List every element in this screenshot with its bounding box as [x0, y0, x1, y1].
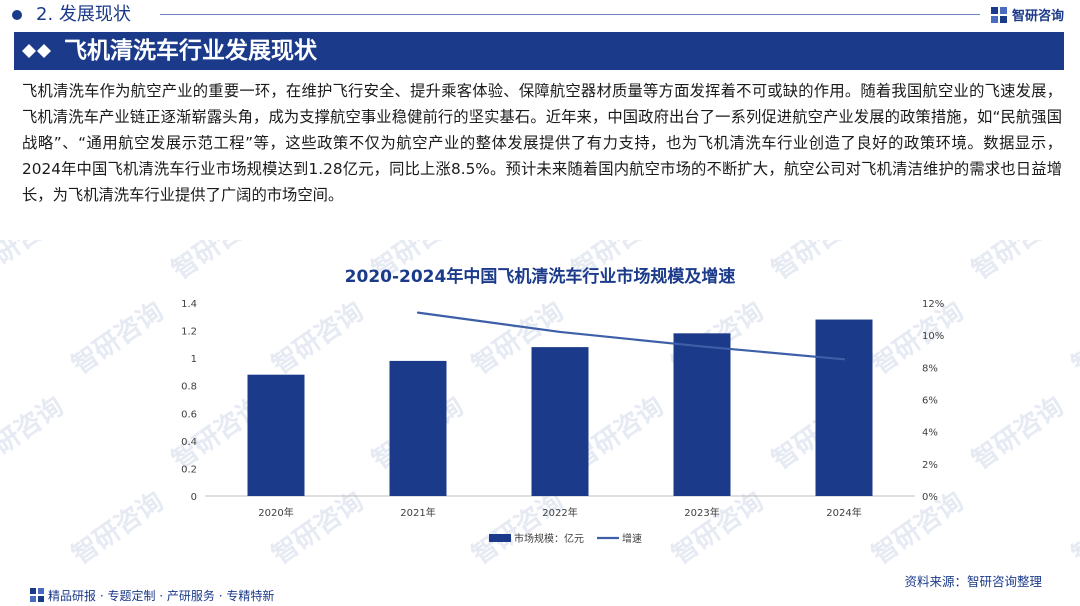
legend-label-bar: 市场规模：亿元: [514, 532, 584, 545]
growth-line-path: [416, 311, 846, 361]
growth-line: [416, 311, 846, 361]
top-bar: 2. 发展现状 智研咨询: [0, 0, 1080, 32]
y-left-tick-label: 0.4: [181, 437, 197, 448]
footer: 精品研报 · 专题定制 · 产研服务 · 专精特新: [0, 584, 1080, 606]
chart-title: 2020-2024年中国飞机清洗车行业市场规模及增速: [344, 267, 736, 287]
y-left-tick-label: 0: [191, 492, 197, 503]
bar: [673, 333, 731, 496]
legend: 市场规模：亿元 增速: [489, 532, 642, 545]
x-tick-label: 2020年: [258, 506, 293, 519]
bar: [531, 347, 589, 496]
legend-swatch-bar: [489, 534, 511, 542]
y-right-tick-label: 4%: [922, 428, 938, 439]
x-tick-label: 2023年: [684, 506, 719, 519]
y-left-tick-label: 0.2: [181, 464, 197, 475]
y-left-tick-label: 1: [191, 354, 197, 365]
source-note: 资料来源：智研咨询整理: [904, 574, 1042, 589]
bar: [815, 319, 873, 496]
top-divider: [160, 14, 980, 15]
y-left-tick-label: 1.2: [181, 327, 197, 338]
y-right-tick-label: 0%: [922, 492, 938, 503]
footer-tagline: 精品研报 · 专题定制 · 产研服务 · 专精特新: [48, 589, 275, 603]
y-right-tick-label: 6%: [922, 396, 938, 407]
right-axis-ticks: 0% 2% 4% 6% 8% 10% 12%: [922, 299, 944, 503]
legend-label-line: 增速: [622, 532, 642, 545]
left-axis-ticks: 0 0.2 0.4 0.6 0.8 1 1.2 1.4: [181, 299, 197, 503]
y-right-tick-label: 10%: [922, 331, 944, 342]
y-left-tick-label: 0.8: [181, 382, 197, 393]
bar: [247, 374, 305, 496]
y-left-tick-label: 1.4: [181, 299, 197, 310]
x-axis-labels: 2020年 2021年 2022年 2023年 2024年: [258, 506, 861, 519]
brand-name: 智研咨询: [1011, 9, 1064, 24]
diamond-icon: [22, 44, 51, 58]
section-label: 2. 发展现状: [36, 4, 131, 25]
page-title: 飞机清洗车行业发展现状: [64, 38, 317, 64]
body-paragraph: 飞机清洗车作为航空产业的重要一环，在维护飞行安全、提升乘客体验、保障航空器材质量…: [22, 82, 1062, 204]
bullet-dot-icon: [12, 10, 22, 20]
y-left-tick-label: 0.6: [181, 409, 197, 420]
title-banner: 飞机清洗车行业发展现状: [14, 32, 1064, 70]
brand: 智研咨询: [990, 5, 1064, 24]
bar: [389, 360, 447, 496]
x-tick-label: 2022年: [542, 506, 577, 519]
brand-logo-icon: [990, 6, 1007, 23]
y-right-tick-label: 2%: [922, 460, 938, 471]
footer-logo-icon: [30, 588, 44, 602]
y-right-tick-label: 8%: [922, 363, 938, 374]
bars: [247, 319, 873, 496]
x-tick-label: 2024年: [826, 506, 861, 519]
y-right-tick-label: 12%: [922, 299, 944, 310]
x-tick-label: 2021年: [400, 506, 435, 519]
